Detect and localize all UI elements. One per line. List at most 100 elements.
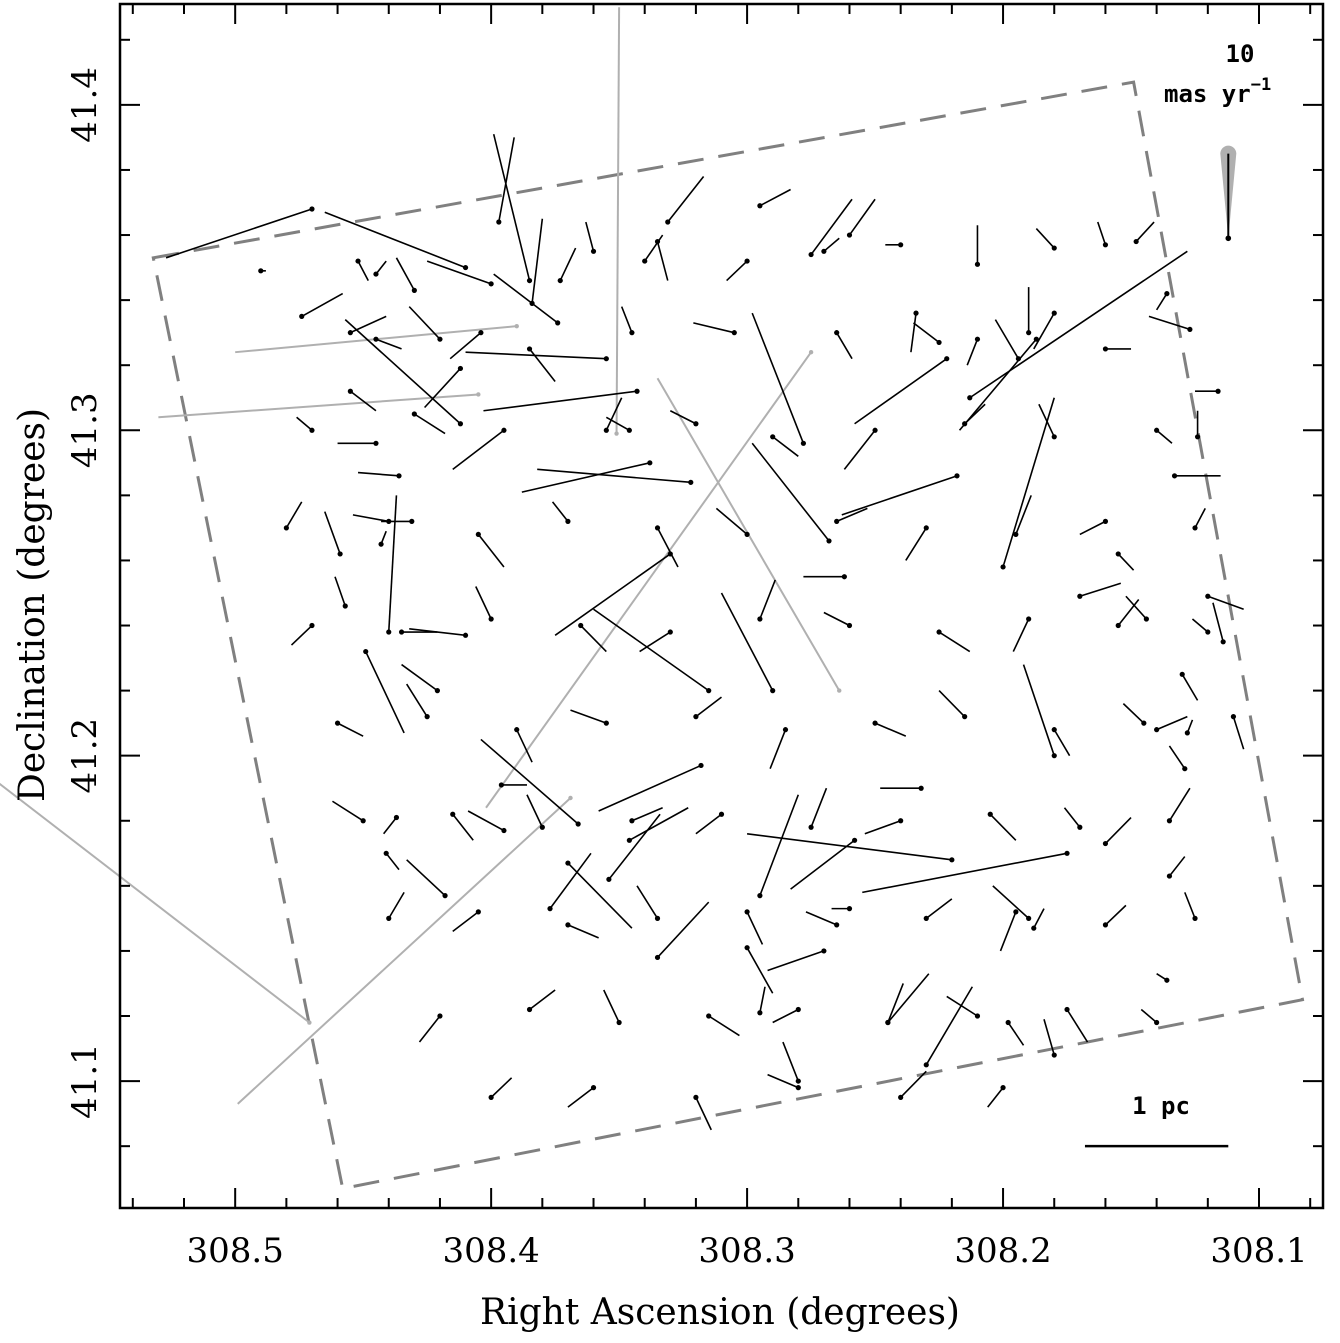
proper-motion-vector — [994, 319, 1020, 360]
star-point — [885, 1019, 891, 1026]
proper-motion-vector — [1156, 429, 1173, 444]
vector-layer — [165, 133, 1245, 1131]
proper-motion-vector — [759, 986, 766, 1013]
star-point — [475, 909, 481, 915]
proper-motion-vector — [1007, 1022, 1025, 1046]
star-point — [1184, 730, 1190, 736]
proper-motion-vector — [401, 663, 438, 692]
star-point — [478, 330, 484, 336]
star-point — [501, 427, 507, 433]
proper-motion-vector — [1079, 520, 1106, 536]
star-point — [846, 906, 853, 912]
star-point — [373, 336, 379, 342]
proper-motion-vector — [498, 137, 515, 223]
star-point — [529, 300, 535, 306]
star-point — [898, 818, 904, 824]
star-point — [411, 287, 417, 293]
proper-motion-vector — [631, 807, 663, 822]
star-point — [949, 857, 955, 863]
star-point — [565, 922, 571, 928]
proper-motion-vector — [864, 820, 901, 835]
proper-motion-vector — [1033, 312, 1055, 350]
proper-motion-vector — [598, 764, 702, 812]
scale-bar-label: 1 pc — [1132, 1092, 1190, 1120]
plot-frame — [118, 2, 1325, 1210]
proper-motion-vector — [836, 507, 868, 523]
star-point — [283, 525, 289, 531]
star-point — [424, 714, 430, 720]
proper-motion-vector — [603, 989, 620, 1023]
star-point — [936, 339, 942, 346]
star-point — [437, 336, 443, 342]
gray-star-point — [568, 795, 573, 801]
proper-motion-vector — [608, 813, 661, 880]
y-tick-label: 41.4 — [65, 67, 105, 143]
star-point — [1179, 671, 1185, 677]
proper-motion-vector — [1135, 221, 1155, 243]
star-point — [851, 837, 858, 843]
proper-motion-vector — [620, 306, 633, 333]
star-point — [1013, 909, 1019, 915]
proper-motion-vector — [759, 188, 791, 207]
proper-motion-vector — [465, 351, 607, 360]
star-point — [821, 948, 827, 954]
star-point — [834, 330, 840, 336]
star-point — [363, 648, 369, 655]
star-point — [1051, 753, 1057, 759]
proper-motion-vector — [1156, 715, 1188, 731]
star-point — [603, 720, 609, 726]
star-point — [575, 821, 581, 827]
star-point — [1064, 1006, 1070, 1013]
star-point — [526, 277, 533, 284]
star-point — [539, 824, 545, 830]
proper-motion-vector — [759, 794, 800, 896]
proper-motion-vector — [467, 810, 505, 832]
star-point — [1051, 727, 1057, 733]
proper-motion-vector — [835, 332, 853, 360]
proper-motion-vector — [165, 208, 313, 259]
star-point — [688, 479, 694, 485]
star-point — [987, 811, 993, 817]
star-point — [770, 434, 776, 440]
star-point — [603, 356, 609, 362]
gray-vector-layer — [0, 7, 842, 1105]
reference-vector-unit-text: mas yr — [1164, 80, 1251, 108]
proper-motion-vector — [1181, 673, 1199, 701]
star-point — [547, 906, 553, 912]
annotation-layer: 10 mas yr−1 1 pc — [1084, 40, 1271, 1148]
star-point — [565, 860, 571, 866]
star-point — [923, 915, 929, 921]
star-point — [555, 320, 561, 326]
proper-motion-vector — [526, 794, 544, 828]
star-point — [1182, 766, 1188, 772]
star-point — [309, 427, 315, 433]
star-point — [744, 945, 750, 951]
proper-motion-vector — [301, 292, 344, 318]
star-point — [923, 525, 929, 531]
proper-motion-vector — [782, 1041, 800, 1082]
star-point — [606, 876, 612, 882]
proper-motion-vector — [992, 885, 1030, 919]
star-point — [872, 427, 878, 433]
proper-motion-vector — [388, 891, 405, 919]
star-point — [757, 203, 763, 209]
star-point — [557, 277, 563, 284]
star-point — [355, 258, 361, 264]
star-point — [498, 782, 504, 788]
star-point — [1187, 326, 1193, 333]
proper-motion-vector — [938, 690, 966, 718]
proper-motion-vector — [656, 527, 679, 568]
star-point — [1192, 525, 1198, 531]
star-point — [1230, 714, 1237, 720]
proper-motion-vector — [1122, 703, 1145, 724]
reference-vector-unit: mas yr−1 — [1164, 75, 1271, 108]
proper-motion-vector — [1104, 816, 1132, 845]
star-point — [342, 603, 348, 609]
star-point — [821, 248, 827, 254]
star-point — [974, 261, 981, 267]
star-point — [437, 1013, 443, 1019]
proper-motion-vector — [772, 436, 799, 457]
proper-motion-vector — [413, 413, 446, 435]
star-point — [1166, 818, 1173, 824]
proper-motion-vector — [1015, 495, 1032, 535]
